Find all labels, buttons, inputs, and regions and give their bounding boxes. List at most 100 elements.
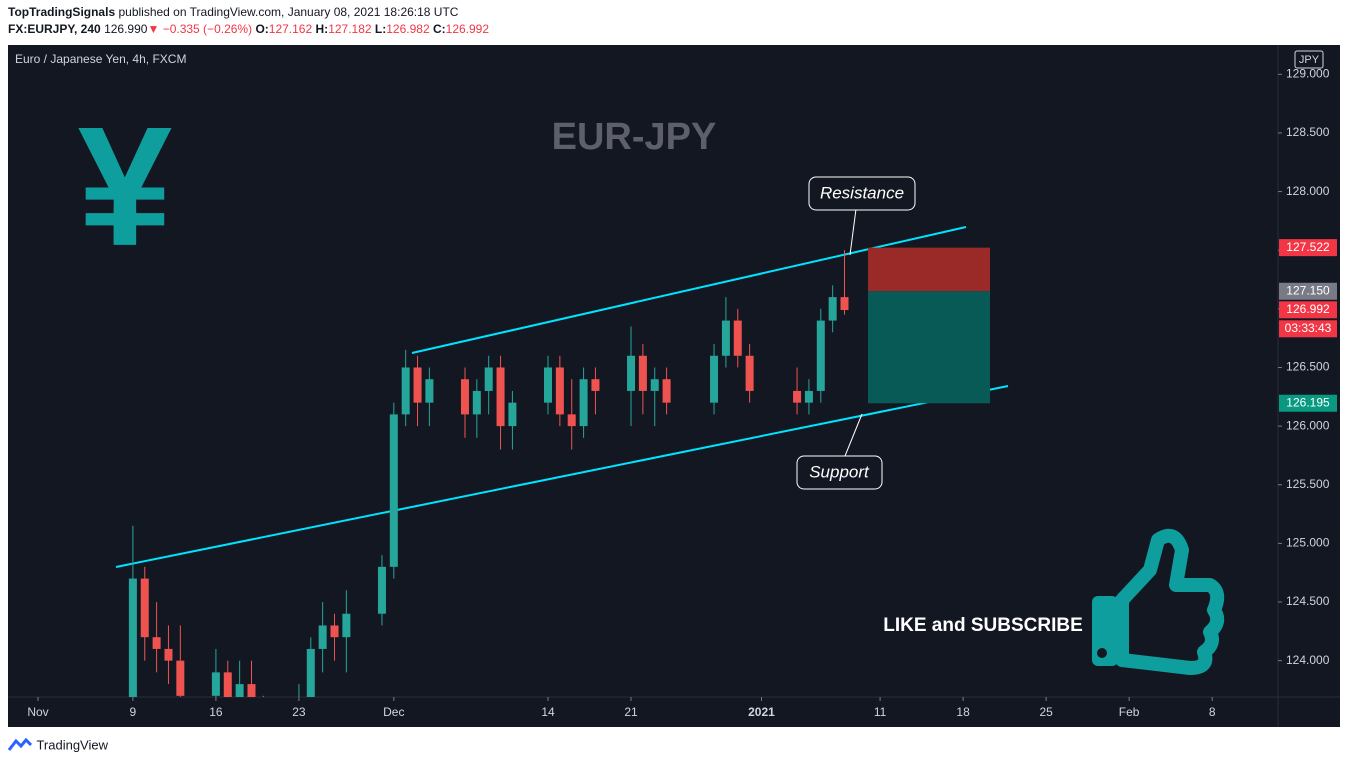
- x-tick-label: Nov: [27, 705, 48, 719]
- candle-body: [377, 566, 386, 614]
- arrow: ▼: [147, 22, 160, 36]
- y-tick-label: 128.500: [1286, 125, 1330, 139]
- last: 126.990: [104, 22, 148, 36]
- candle-body: [472, 390, 481, 415]
- published: published on TradingView.com, January 08…: [118, 5, 459, 19]
- publisher: TopTradingSignals: [8, 5, 116, 19]
- header-line1: TopTradingSignals published on TradingVi…: [8, 5, 458, 19]
- x-tick-label: 23: [292, 705, 306, 719]
- candle-body: [650, 379, 659, 391]
- callout-box: [796, 455, 883, 490]
- candle-body: [176, 660, 185, 696]
- candle-body: [816, 320, 825, 391]
- watermark: EUR-JPY: [552, 116, 717, 158]
- y-tick-label: 126.000: [1286, 418, 1330, 432]
- candle-body: [140, 578, 149, 638]
- candle-body: [496, 367, 505, 427]
- candle-body: [567, 414, 576, 427]
- candle-body: [627, 355, 636, 391]
- countdown-tag: [1279, 320, 1337, 338]
- y-tick-label: 124.000: [1286, 653, 1330, 667]
- candle-body: [342, 613, 351, 638]
- yen-icon: ¥: [78, 92, 173, 282]
- candle-body: [211, 672, 220, 696]
- candle-body: [840, 297, 849, 311]
- candle-body: [247, 684, 256, 697]
- x-tick-label: 18: [956, 705, 970, 719]
- footer: TradingView: [7, 736, 108, 754]
- candle-body: [330, 625, 339, 638]
- callout-box: [808, 176, 916, 211]
- candle-body: [318, 625, 327, 649]
- y-tick-label: 124.500: [1286, 594, 1330, 608]
- candle-body: [389, 414, 398, 567]
- symbol: FX:EURJPY, 240: [8, 22, 101, 36]
- candle-body: [223, 672, 232, 697]
- price-tag-label: 126.992: [1286, 302, 1330, 316]
- y-tick-label: 125.500: [1286, 477, 1330, 491]
- ohlc-value: 126.992: [445, 22, 490, 36]
- ohlc-label: O:: [255, 22, 269, 36]
- candle-body: [306, 648, 315, 697]
- support-label: Support: [809, 462, 870, 481]
- callout-pointer: [849, 208, 857, 256]
- x-tick-label: Dec: [383, 705, 404, 719]
- ohlc-label: L:: [374, 22, 387, 36]
- x-tick-label: 14: [541, 705, 555, 719]
- ohlc-value: 127.182: [328, 22, 372, 36]
- ohlc-value: 126.982: [386, 22, 430, 36]
- price-tag-label: 126.195: [1286, 395, 1330, 409]
- cta: LIKE and SUBSCRIBE: [883, 615, 1083, 636]
- x-tick-label: Feb: [1119, 705, 1140, 719]
- thumbs-up: [1092, 528, 1225, 675]
- x-tick-label: 16: [209, 705, 223, 719]
- candle-body: [710, 355, 719, 403]
- y-tick-label: 128.000: [1286, 184, 1330, 198]
- change: −0.335 (−0.26%): [162, 22, 253, 36]
- x-tick-label: 21: [624, 705, 638, 719]
- support-line: [115, 385, 1009, 568]
- candle-body: [164, 648, 173, 661]
- candle-body: [745, 355, 754, 391]
- candle-body: [579, 379, 588, 427]
- chart-title: Euro / Japanese Yen, 4h, FXCM: [15, 52, 186, 66]
- candle-body: [413, 367, 422, 403]
- candle-body: [152, 637, 161, 649]
- ohlc: O:127.162 H:127.182 L:126.982 C:126.992: [255, 22, 489, 36]
- candle-body: [401, 367, 410, 415]
- price-tag: [1279, 394, 1337, 412]
- logo: [7, 737, 33, 751]
- footer-text: TradingView: [36, 737, 108, 753]
- candle-body: [555, 367, 564, 415]
- x-tick-label: 8: [1209, 705, 1216, 719]
- candle-body: [721, 320, 730, 356]
- currency: JPY: [1299, 54, 1320, 66]
- ohlc-label: C:: [432, 22, 446, 36]
- price-tag: [1279, 301, 1337, 319]
- candle-body: [804, 390, 813, 403]
- candle-body: [235, 684, 244, 697]
- ohlc-label: H:: [315, 22, 329, 36]
- callout-pointer: [844, 413, 863, 457]
- candle-body: [460, 379, 469, 415]
- y-tick-label: 126.500: [1286, 360, 1330, 374]
- x-tick-label: 11: [874, 705, 887, 719]
- candle-body: [508, 402, 517, 427]
- candle-body: [484, 367, 493, 391]
- candle-body: [733, 320, 742, 356]
- x-tick-label: 25: [1039, 705, 1053, 719]
- price-tag: [1279, 282, 1337, 300]
- header-line2: FX:EURJPY, 240 126.990▼ −0.335 (−0.26%) …: [8, 22, 489, 36]
- candle-body: [638, 355, 647, 391]
- currency-box: [1294, 50, 1324, 69]
- y-tick-label: 129.000: [1286, 66, 1330, 80]
- price-tag-label: 127.150: [1286, 283, 1330, 297]
- candle-body: [543, 367, 552, 403]
- candle-body: [425, 379, 434, 403]
- candle-body: [662, 379, 671, 403]
- target-zone: [868, 291, 990, 404]
- resistance-label: Resistance: [820, 183, 904, 202]
- y-tick-label: 125.000: [1286, 536, 1330, 550]
